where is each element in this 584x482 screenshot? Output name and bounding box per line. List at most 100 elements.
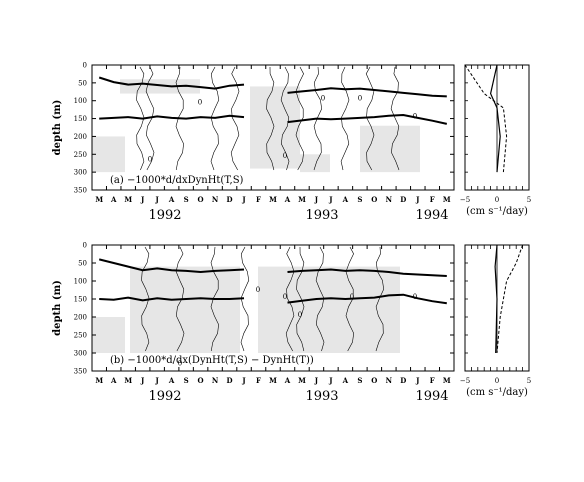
month-label: J xyxy=(328,195,333,204)
month-label: N xyxy=(212,195,219,204)
y-tick-label: 150 xyxy=(74,296,87,304)
contour-line xyxy=(175,246,185,352)
contour-label: 0 xyxy=(413,293,417,301)
profile-dashed xyxy=(496,244,524,354)
month-label: M xyxy=(443,195,451,204)
month-label: S xyxy=(184,195,189,204)
month-label: A xyxy=(110,376,117,385)
month-label: J xyxy=(328,376,333,385)
contour-line xyxy=(141,246,150,352)
contour-label: 0 xyxy=(413,113,417,121)
y-tick-label: 0 xyxy=(83,242,87,250)
side-tick-label: −5 xyxy=(460,377,470,385)
y-tick-label: 300 xyxy=(74,350,87,358)
side-unit-label: (cm s⁻¹/day) xyxy=(466,387,528,398)
month-label: F xyxy=(256,195,261,204)
month-label: A xyxy=(284,376,291,385)
month-label: A xyxy=(168,376,175,385)
month-label: A xyxy=(342,195,349,204)
y-tick-label: 150 xyxy=(74,115,87,123)
contour-line xyxy=(313,66,323,171)
panel-caption: (a) −1000*d/dxDynHt(T,S) xyxy=(110,175,244,186)
isoline-2 xyxy=(99,293,447,305)
y-axis-label: depth (m) xyxy=(52,280,63,336)
month-label: F xyxy=(256,376,261,385)
month-label: J xyxy=(314,195,319,204)
side-tick-label: 5 xyxy=(527,377,531,385)
isoline-1 xyxy=(98,258,447,277)
isoline-2 xyxy=(99,113,448,125)
contour-label: 0 xyxy=(283,293,287,301)
y-tick-label: 100 xyxy=(74,97,87,105)
month-label: N xyxy=(386,376,393,385)
month-label: N xyxy=(212,376,219,385)
month-label: M xyxy=(124,376,132,385)
month-label: J xyxy=(155,195,160,204)
y-tick-label: 350 xyxy=(74,187,87,195)
contour-line xyxy=(295,66,305,171)
shaded-region xyxy=(360,125,420,173)
side-tick-label: 5 xyxy=(527,196,531,204)
isoline-1 xyxy=(98,76,447,98)
shaded-region xyxy=(258,266,400,353)
profile-dashed xyxy=(464,64,508,173)
month-label: J xyxy=(314,376,319,385)
month-label: J xyxy=(155,376,160,385)
y-tick-label: 50 xyxy=(78,79,87,87)
month-label: J xyxy=(415,376,420,385)
plot-frame xyxy=(91,244,455,372)
year-label: 1992 xyxy=(148,208,181,223)
month-label: O xyxy=(371,195,377,204)
contour-label: 0 xyxy=(198,98,202,106)
plot-frame xyxy=(91,64,455,191)
month-label: M xyxy=(124,195,132,204)
contour-label: 0 xyxy=(350,293,354,301)
y-tick-label: 250 xyxy=(74,151,87,159)
profile-solid xyxy=(489,64,501,173)
year-label: 1994 xyxy=(415,389,448,404)
contour-line xyxy=(285,246,295,352)
month-label: A xyxy=(342,376,349,385)
month-label: J xyxy=(140,195,145,204)
month-label: D xyxy=(400,376,406,385)
month-label: J xyxy=(415,195,420,204)
month-label: N xyxy=(386,195,393,204)
shaded-region xyxy=(130,266,240,353)
year-label: 1992 xyxy=(148,389,181,404)
month-label: M xyxy=(298,376,306,385)
contour-line xyxy=(340,66,350,171)
side-unit-label: (cm s⁻¹/day) xyxy=(466,206,528,217)
month-label: A xyxy=(284,195,291,204)
month-label: F xyxy=(430,195,435,204)
y-tick-label: 200 xyxy=(74,314,87,322)
month-label: O xyxy=(198,376,204,385)
month-label: M xyxy=(269,195,277,204)
contour-label: 0 xyxy=(358,95,362,103)
side-tick-label: 0 xyxy=(495,196,499,204)
profile-solid xyxy=(494,244,498,354)
side-tick-label: −5 xyxy=(460,196,470,204)
contour-line xyxy=(230,66,240,171)
month-label: F xyxy=(430,376,435,385)
shaded-region xyxy=(250,86,300,169)
y-tick-label: 50 xyxy=(78,260,87,268)
contour-line xyxy=(266,66,275,171)
contour-line xyxy=(296,246,305,352)
side-tick-label: 0 xyxy=(495,377,499,385)
year-label: 1994 xyxy=(415,208,448,223)
month-label: D xyxy=(227,376,233,385)
month-label: S xyxy=(357,195,362,204)
y-axis-label: depth (m) xyxy=(52,100,63,156)
shaded-region xyxy=(92,136,125,173)
year-label: 1993 xyxy=(305,389,338,404)
contour-label: 0 xyxy=(148,155,152,163)
shaded-region xyxy=(300,154,330,173)
contour-label: 0 xyxy=(298,311,302,319)
month-label: S xyxy=(184,376,189,385)
side-panel-a: −5 0 5 (cm s⁻¹/day) xyxy=(460,64,531,217)
y-tick-label: 350 xyxy=(74,368,87,376)
month-label: A xyxy=(168,195,175,204)
